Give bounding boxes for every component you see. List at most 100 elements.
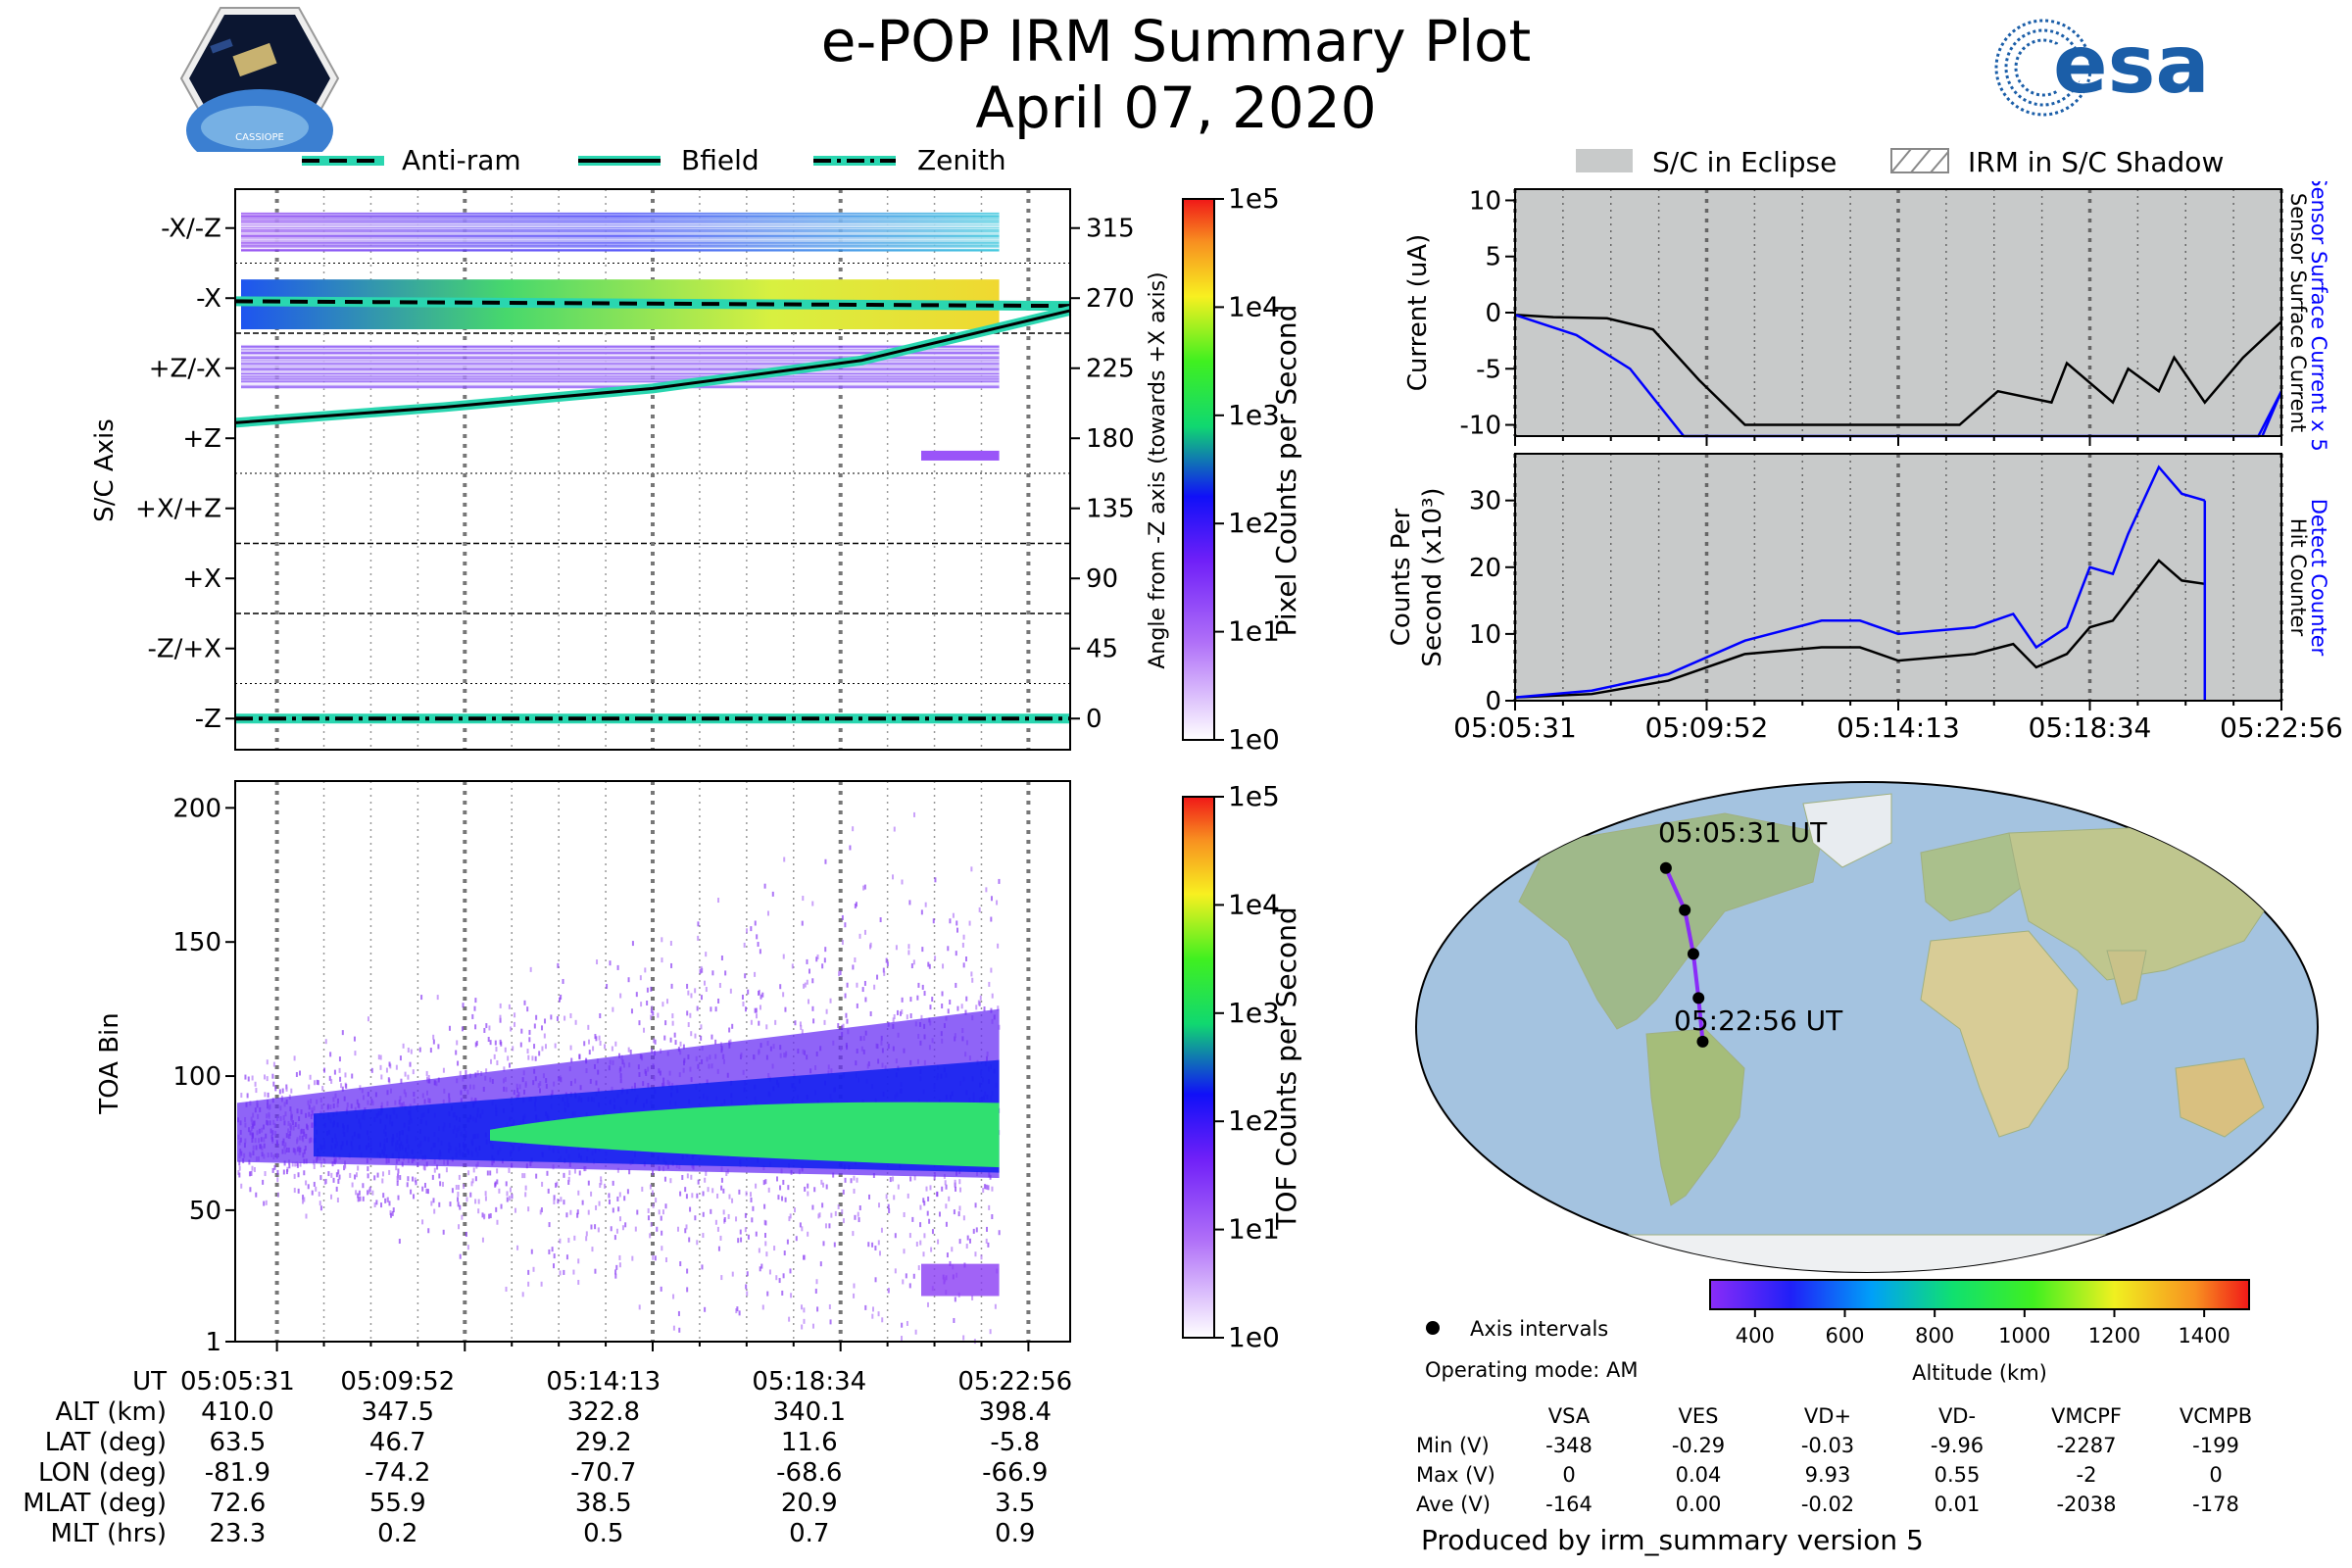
toa-speckle [829, 998, 832, 1004]
toa-speckle [521, 1173, 524, 1179]
toa-speckle [591, 1247, 594, 1252]
toa-speckle [308, 1084, 311, 1090]
toa-speckle [654, 1039, 657, 1045]
orbit-cell: 05:09:52 [340, 1367, 456, 1396]
toa-speckle [746, 1271, 749, 1277]
toa-speckle [313, 1163, 316, 1169]
toa-speckle [674, 1040, 677, 1046]
toa-speckle [857, 1211, 859, 1217]
toa-speckle [397, 1195, 400, 1200]
toa-speckle [488, 1025, 491, 1031]
toa-speckle [945, 1203, 948, 1209]
toa-speckle [657, 1012, 660, 1018]
toa-speckle [307, 1184, 310, 1190]
toa-speckle [767, 1187, 770, 1193]
toa-speckle [737, 1238, 740, 1244]
toa-speckle [783, 1250, 786, 1256]
altitude-colorbar-tick-label: 1000 [1998, 1324, 2050, 1348]
toa-speckle [387, 1077, 390, 1083]
orbit-row: MLAT (deg) 72.6 55.9 38.5 20.9 3.5 [20, 1489, 1118, 1519]
toa-speckle [739, 1229, 742, 1235]
toa-speckle [338, 1067, 341, 1073]
toa-speckle [354, 1051, 357, 1056]
toa-speckle [934, 877, 937, 883]
toa-speckle [505, 1286, 508, 1292]
toa-speckle [694, 1215, 697, 1221]
toa-speckle [377, 1054, 380, 1060]
toa-speckle [868, 1194, 871, 1200]
toa-speckle [864, 1304, 867, 1310]
toa-speckle [824, 858, 827, 864]
current-frame [1514, 188, 2282, 437]
toa-speckle [610, 1226, 612, 1232]
toa-speckle [790, 1293, 793, 1298]
altitude-colorbar-tick-label: 1400 [2178, 1324, 2230, 1348]
toa-speckle [912, 959, 915, 965]
toa-speckle [906, 1014, 908, 1020]
toa-speckle [954, 1297, 956, 1302]
toa-speckle [489, 1170, 492, 1176]
toa-speckle [653, 1038, 656, 1044]
altitude-colorbar: 400 600 800 1000 1200 1400 Altitude (km) [1709, 1279, 2250, 1385]
toa-speckle [248, 1171, 251, 1177]
toa-speckle [934, 956, 937, 961]
toa-speckle [321, 1086, 324, 1092]
altitude-colorbar-tick-label: 600 [1825, 1324, 1864, 1348]
toa-speckle [362, 1196, 365, 1201]
toa-speckle [559, 1238, 562, 1244]
toa-speckle [968, 1238, 971, 1244]
toa-speckle [990, 967, 993, 973]
toa-speckle [412, 1176, 415, 1182]
toa-speckle [496, 1168, 499, 1174]
toa-speckle [553, 1199, 556, 1204]
toa-speckle [989, 1329, 992, 1335]
toa-speckle [505, 1181, 508, 1187]
voltage-column-header: VMCPF [2051, 1404, 2122, 1428]
toa-speckle [990, 916, 993, 922]
toa-speckle [751, 1217, 754, 1223]
toa-speckle [787, 1185, 790, 1191]
toa-speckle [616, 964, 619, 970]
toa-speckle [652, 1170, 655, 1176]
toa-speckle [539, 1209, 542, 1215]
toa-speckle [358, 1196, 361, 1201]
toa-speckle [248, 1159, 251, 1165]
toa-speckle [639, 975, 642, 981]
band-pos-z-neg-x [241, 344, 1000, 389]
toa-speckle [319, 1162, 322, 1168]
toa-speckle [905, 1273, 907, 1279]
toa-speckle [673, 1032, 676, 1038]
toa-speckle [271, 1167, 274, 1173]
toa-speckle [528, 1037, 531, 1043]
toa-speckle [385, 1067, 388, 1073]
toa-speckle [278, 1089, 281, 1095]
orbit-row-label: UT [132, 1367, 167, 1396]
toa-speckle [686, 1173, 689, 1179]
toa-speckle [766, 1291, 769, 1297]
toa-speckle [616, 1167, 619, 1173]
toa-speckle [729, 1039, 732, 1045]
map-end-label: 05:22:56 UT [1674, 1004, 1843, 1037]
toa-speckle [736, 1306, 739, 1312]
toa-speckle [604, 1044, 607, 1050]
toa-speckle [516, 1245, 519, 1250]
toa-speckle [276, 1192, 279, 1198]
toa-speckle [357, 1193, 360, 1199]
toa-speckle [685, 1194, 688, 1200]
toa-speckle [823, 957, 826, 963]
band-pos-z-fragment [921, 450, 1000, 461]
toa-speckle [436, 1164, 439, 1170]
toa-speckle [775, 1275, 778, 1281]
toa-speckle [459, 1070, 462, 1076]
toa-speckle [302, 1199, 305, 1204]
toa-speckle [458, 1174, 461, 1180]
toa-speckle [666, 999, 669, 1004]
toa-speckle [771, 891, 774, 897]
toa-speckle [914, 1329, 917, 1335]
toa-speckle [272, 1061, 275, 1067]
toa-speckle [599, 1040, 602, 1046]
toa-speckle [319, 1175, 322, 1181]
toa-speckle [921, 984, 924, 990]
toa-speckle [714, 1039, 717, 1045]
toa-speckle [717, 1246, 720, 1251]
